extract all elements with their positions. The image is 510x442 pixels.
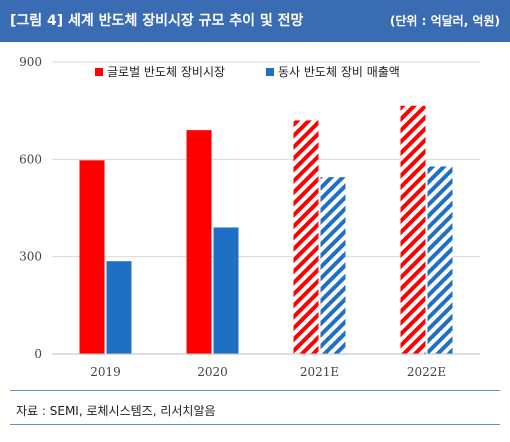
bars bbox=[79, 105, 453, 355]
x-tick-label: 2019 bbox=[90, 365, 121, 379]
bar-company-2021E bbox=[320, 177, 346, 354]
bar-company-2022E bbox=[427, 166, 453, 354]
x-tick-label: 2021E bbox=[300, 365, 339, 379]
axes: 0 300 600 900 2019 2020 2021E 2022E bbox=[19, 55, 480, 379]
y-tick-label: 600 bbox=[19, 152, 42, 166]
source-note: 자료 : SEMI, 로체시스템즈, 리서치알음 bbox=[16, 404, 216, 418]
legend-swatch bbox=[95, 68, 103, 76]
unit-label: (단위 : 억달러, 억원) bbox=[389, 14, 500, 28]
chart-title: [그림 4] 세계 반도체 장비시장 규모 추이 및 전망 bbox=[10, 13, 304, 29]
bar-global-2020 bbox=[186, 130, 212, 354]
y-tick-label: 900 bbox=[19, 55, 42, 69]
x-tick-label: 2020 bbox=[197, 365, 228, 379]
chart-header: [그림 4] 세계 반도체 장비시장 규모 추이 및 전망 (단위 : 억달러,… bbox=[0, 0, 510, 42]
bar-global-2022E bbox=[400, 105, 426, 354]
y-tick-label: 0 bbox=[34, 347, 42, 361]
bar-company-2020 bbox=[213, 227, 239, 354]
source-top-rule bbox=[10, 390, 500, 391]
legend: 글로벌 반도체 장비시장 동사 반도체 장비 매출액 bbox=[95, 65, 400, 79]
legend-label: 글로벌 반도체 장비시장 bbox=[107, 65, 225, 79]
bar-chart: 0 300 600 900 2019 2020 2021E 2022E 글로벌 반도체 장비시… bbox=[19, 55, 480, 379]
bar-global-2021E bbox=[293, 120, 319, 355]
bar-global-2019 bbox=[79, 160, 105, 354]
legend-label: 동사 반도체 장비 매출액 bbox=[278, 65, 400, 79]
bar-company-2019 bbox=[106, 261, 132, 354]
y-tick-label: 300 bbox=[19, 250, 42, 264]
source-bottom-rule bbox=[10, 424, 500, 425]
x-tick-label: 2022E bbox=[407, 365, 446, 379]
legend-swatch bbox=[266, 68, 274, 76]
